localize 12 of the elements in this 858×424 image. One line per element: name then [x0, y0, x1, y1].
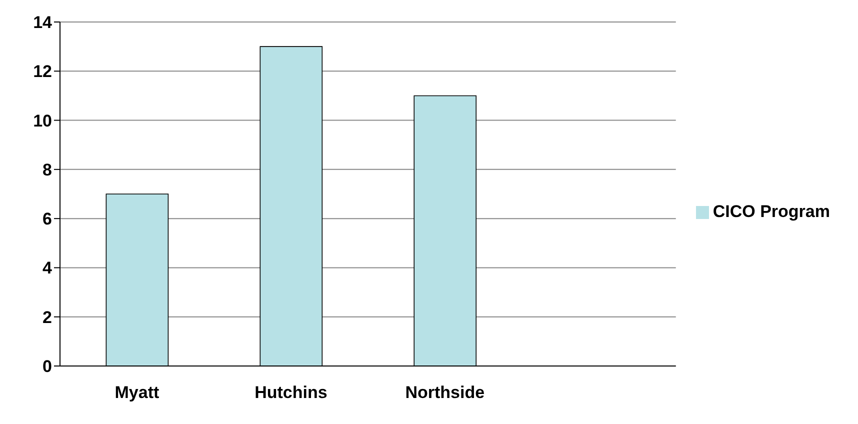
y-tick-label: 0 — [42, 357, 52, 376]
x-tick-label: Northside — [405, 383, 485, 402]
legend-label: CICO Program — [712, 202, 830, 221]
y-tick-label: 10 — [33, 111, 52, 130]
y-tick-label: 14 — [33, 13, 53, 32]
x-tick-label: Myatt — [114, 383, 160, 402]
y-tick-label: 2 — [42, 308, 52, 327]
y-tick-label: 8 — [42, 160, 52, 180]
y-tick-label: 4 — [42, 258, 53, 278]
y-tick-label: 6 — [42, 210, 52, 229]
y-tick-label: 12 — [33, 62, 52, 82]
x-tick-label: Hutchins — [254, 383, 328, 402]
